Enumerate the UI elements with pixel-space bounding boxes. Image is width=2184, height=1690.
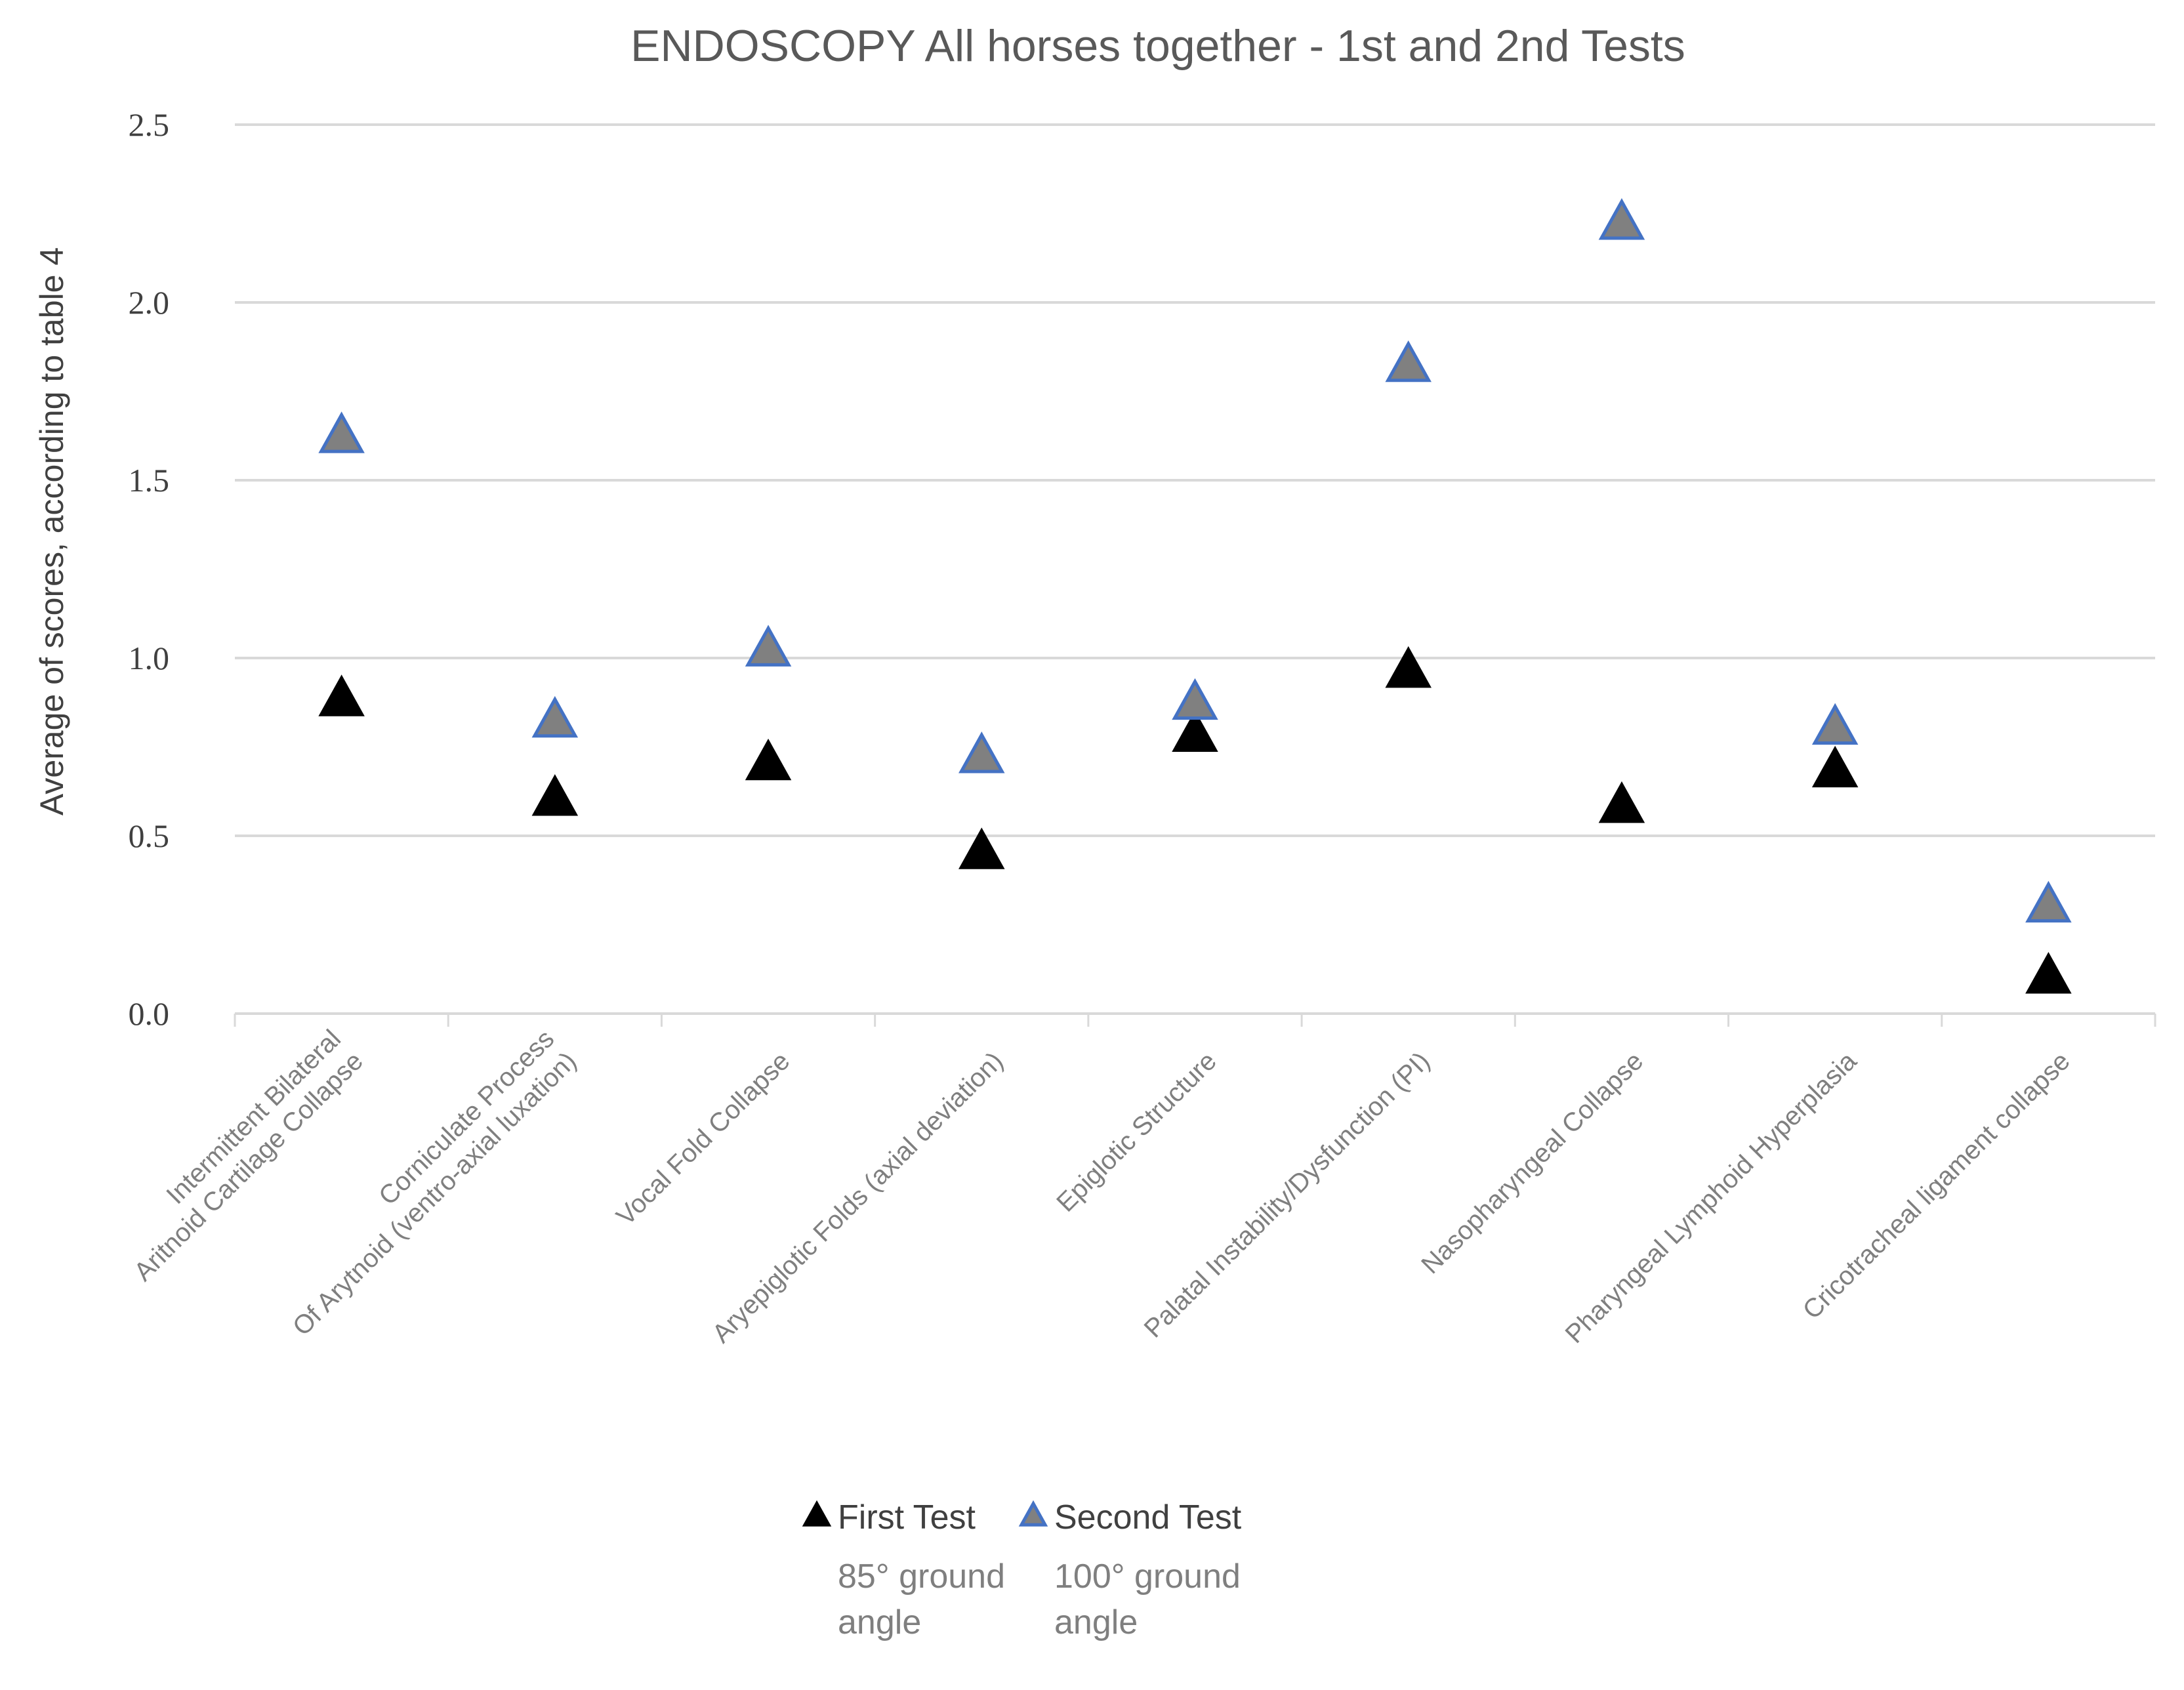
first-test-point [531, 774, 579, 816]
first-test-point [1172, 710, 1218, 752]
legend-series-note: angle [838, 1603, 921, 1641]
x-tick-label: Epiglotic Structure [1051, 1046, 1222, 1218]
y-tick-label: 2.5 [129, 106, 170, 143]
second-test-point [1172, 678, 1218, 720]
first-test-point [1385, 646, 1432, 688]
second-test-point [318, 411, 365, 453]
legend-series-note: angle [1054, 1603, 1138, 1641]
second-test-point [1385, 340, 1432, 382]
first-test-point [1811, 745, 1859, 788]
first-test-point [1598, 781, 1645, 823]
x-tick-label-line: Nasopharyngeal Collapse [1416, 1046, 1649, 1279]
first-test-point [958, 827, 1005, 869]
legend-series-name: Second Test [1054, 1498, 1242, 1536]
legend-series-note: 85° ground [838, 1557, 1005, 1596]
second-test-point [958, 732, 1005, 773]
second-test-point [531, 695, 579, 738]
second-test-point [1598, 198, 1645, 240]
second-test-point [1811, 703, 1859, 745]
y-tick-label: 0.5 [129, 817, 170, 854]
x-tick-label: Vocal Fold Collapse [611, 1046, 795, 1231]
first-test-point [318, 674, 365, 716]
second-test-point [745, 625, 792, 667]
legend-series-name: First Test [838, 1498, 976, 1536]
y-axis-label: Average of scores, according to table 4 [33, 247, 70, 815]
x-tick-label: Nasopharyngeal Collapse [1416, 1046, 1649, 1279]
y-tick-label: 0.0 [129, 995, 170, 1032]
chart-title: ENDOSCOPY All horses together - 1st and … [630, 21, 1685, 71]
legend-series-note: 100° ground [1054, 1557, 1241, 1596]
x-tick-label-line: Corniculate Process [373, 1024, 560, 1210]
first-test-point [2025, 952, 2072, 994]
y-axis-ticks: 0.0 0.5 1.0 1.5 2.0 2.5 [129, 106, 170, 1032]
x-tick-label-line: Aritnoid Cartilage Collapse [129, 1046, 369, 1287]
second-test-point [2025, 880, 2072, 923]
data-points [318, 198, 2072, 994]
y-tick-label: 2.0 [129, 284, 170, 321]
x-tick-label-line: Vocal Fold Collapse [611, 1046, 795, 1231]
y-tick-label: 1.0 [129, 640, 170, 676]
gridlines [234, 123, 2156, 1027]
first-test-point [745, 738, 792, 781]
y-tick-label: 1.5 [129, 462, 170, 499]
legend: First Test 85° ground angle Second Test 100°… [802, 1498, 1242, 1641]
legend-second-test-marker [1018, 1500, 1048, 1527]
legend-first-test-marker [802, 1500, 832, 1527]
x-tick-label-line: Epiglotic Structure [1051, 1046, 1222, 1218]
